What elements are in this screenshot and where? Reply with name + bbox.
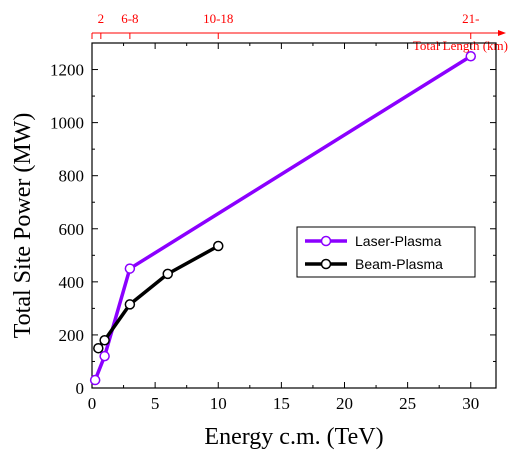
x-tick-label: 20 [336,394,353,413]
x-tick-label: 30 [462,394,479,413]
data-point [124,263,136,274]
x-axis-title: Energy c.m. (TeV) [204,424,383,450]
y-tick-label: 1000 [50,114,84,133]
top-axis-tick-label: 6-8 [121,11,138,26]
data-point [465,51,476,62]
legend-label: Laser-Plasma [355,233,442,249]
legend: Laser-Plasma Beam-Plasma [296,226,476,278]
x-axis: 0 5 10 15 20 25 30 [88,43,479,413]
data-point [93,342,104,354]
top-axis-tick-label: 2 [98,11,105,26]
legend-marker [320,235,332,247]
data-point [162,268,173,280]
y-tick-label: 800 [59,167,85,186]
y-tick-label: 0 [76,379,85,398]
top-axis-label: Total Length (km) [413,38,508,53]
legend-marker [320,258,332,270]
data-point [213,240,224,252]
plot-frame [91,42,497,389]
top-axis-tick-label: 10-18 [203,11,233,26]
data-point [99,350,110,362]
series-1 [89,51,476,386]
x-tick-label: 0 [88,394,97,413]
x-tick-label: 5 [151,394,160,413]
series-line [93,54,472,381]
x-tick-label: 25 [399,394,416,413]
x-tick-label: 15 [273,394,290,413]
x-tick-label: 10 [210,394,227,413]
y-tick-label: 400 [59,273,85,292]
top-axis-arrow [498,30,506,36]
y-tick-label: 200 [59,326,85,345]
series-2 [93,240,224,354]
data-point [99,334,110,346]
y-axis-title: Total Site Power (MW) [10,113,36,339]
y-tick-label: 1200 [50,61,84,80]
y-axis: 0 200 400 600 800 1000 1200 [50,42,496,398]
y-tick-label: 600 [59,220,85,239]
top-axis: 2 6-8 10-18 21- [91,11,506,39]
data-point [89,374,101,386]
top-axis-tick-label: 21- [462,11,479,26]
data-point [124,299,136,310]
series-line [96,244,220,350]
series-layer [89,51,476,386]
legend-label: Beam-Plasma [355,256,443,272]
